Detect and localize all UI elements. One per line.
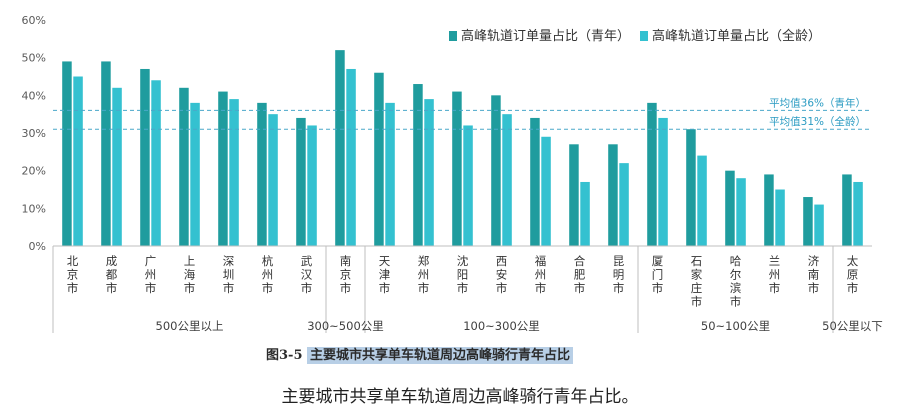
bar-all-ages [853,181,863,246]
x-tick-label: 广州市 [145,254,157,295]
bar-all-ages [775,189,785,246]
x-tick-label: 合肥市 [574,254,586,295]
distance-group-label: 50~100公里 [701,319,770,333]
bar-youth [725,170,735,246]
distance-group-label: 500公里以上 [156,319,224,333]
bar-all-ages [814,204,824,246]
distance-group-label: 300~500公里 [307,319,384,333]
average-label: 平均值36%（青年） [769,96,866,109]
y-tick-label: 20% [22,165,46,178]
legend-swatch [449,31,457,41]
distance-group-label: 100~300公里 [463,319,540,333]
legend-label: 高峰轨道订单量占比（全龄） [652,28,821,44]
x-tick-label: 哈尔滨市 [730,254,742,309]
x-tick-label: 南京市 [340,254,352,295]
bar-all-ages [697,155,707,246]
bar-chart: 0% 10% 20% 30% 40% 50% 60% 平均值36%（青年） 平均值31%（全龄… [22,14,883,333]
bar-all-ages [229,99,239,246]
bar-all-ages [619,163,629,246]
x-tick-label: 北京市 [67,254,79,295]
y-tick-label: 60% [22,14,46,27]
x-tick-label: 上海市 [184,254,196,295]
x-axis: 北京市 成都市 广州市 上海市 深圳市 杭州市 武汉市 南京市 天津市 郑州市 沈阳市 西安市 福州市 合… [52,245,883,333]
x-tick-label: 西安市 [496,254,508,295]
figure-title: 主要城市共享单车轨道周边高峰骑行青年占比 [307,347,574,364]
x-tick-label: 厦门市 [652,254,664,295]
legend-swatch [640,31,648,41]
figure-number: 图3-5 [266,348,303,363]
bar-all-ages [502,114,512,247]
bar-all-ages [580,181,590,246]
bar-all-ages [307,125,317,246]
bar-all-ages [268,114,278,247]
bar-all-ages [73,76,83,246]
average-label: 平均值31%（全龄） [769,115,866,128]
bar-youth [140,68,150,246]
bar-all-ages [112,87,122,246]
bar-youth [101,61,111,246]
bar-youth [608,144,618,246]
legend-label: 高峰轨道订单量占比（青年） [461,28,630,44]
bar-youth [803,197,813,246]
bar-youth [335,50,345,247]
bar-youth [764,174,774,246]
bar-all-ages [736,178,746,246]
y-tick-label: 50% [22,52,46,65]
bar-youth [686,129,696,246]
bar-all-ages [346,68,356,246]
x-tick-label: 兰州市 [769,254,781,295]
bar-youth [218,91,228,246]
bar-all-ages [658,117,668,246]
bar-youth [530,117,540,246]
bar-youth [62,61,72,246]
bar-youth [569,144,579,246]
y-tick-label: 10% [22,202,46,215]
x-tick-label: 郑州市 [418,254,430,295]
bar-all-ages [424,99,434,246]
y-tick-label: 30% [22,127,46,140]
bar-youth [842,174,852,246]
x-tick-label: 石家庄市 [691,254,703,309]
x-tick-label: 济南市 [808,254,820,295]
x-tick-label: 成都市 [106,254,118,295]
bar-youth [296,117,306,246]
bar-all-ages [190,102,200,246]
bar-youth [374,72,384,246]
x-tick-label: 昆明市 [613,254,625,295]
y-tick-label: 0% [29,240,46,253]
x-tick-label: 深圳市 [223,254,235,295]
y-tick-label: 40% [22,89,46,102]
bar-youth [452,91,462,246]
bar-all-ages [463,125,473,246]
x-tick-label: 杭州市 [262,254,274,295]
bar-youth [647,102,657,246]
distance-group-label: 50公里以下 [822,319,883,333]
x-tick-label: 沈阳市 [457,254,469,295]
page-caption: 主要城市共享单车轨道周边高峰骑行青年占比。 [281,387,639,407]
bar-youth [413,84,423,247]
bar-youth [257,102,267,246]
y-axis: 0% 10% 20% 30% 40% 50% 60% [22,14,46,253]
reference-lines: 平均值36%（青年） 平均值31%（全龄） [53,96,872,130]
x-tick-label: 福州市 [535,254,547,295]
x-tick-label: 太原市 [847,254,859,295]
bar-youth [491,95,501,246]
legend: 高峰轨道订单量占比（青年） 高峰轨道订单量占比（全龄） [449,28,821,44]
bars [62,50,863,247]
bar-youth [179,87,189,246]
bar-all-ages [541,136,551,246]
figure-caption: 图3-5 主要城市共享单车轨道周边高峰骑行青年占比 [266,344,574,364]
bar-all-ages [385,102,395,246]
x-tick-label: 天津市 [379,254,391,295]
x-tick-label: 武汉市 [301,254,313,295]
bar-all-ages [151,80,161,247]
